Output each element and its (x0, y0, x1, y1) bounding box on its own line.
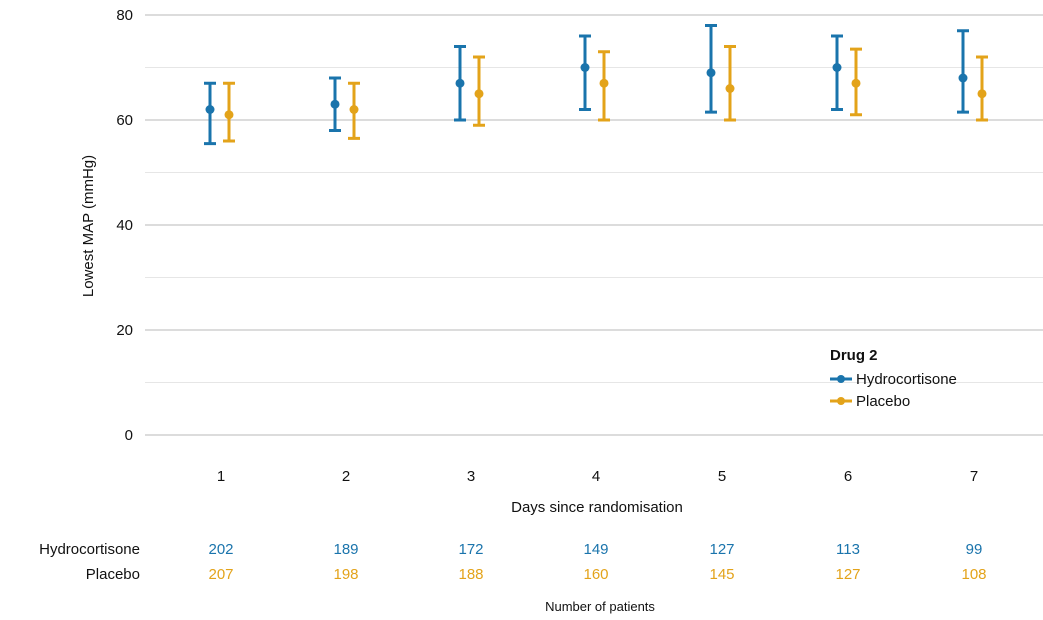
legend-label-hydrocortisone: Hydrocortisone (856, 371, 957, 388)
legend: Drug 2 Hydrocortisone Placebo (830, 347, 957, 410)
x-tick-label: 1 (217, 468, 225, 485)
data-point (851, 78, 861, 88)
risk-value-hydrocortisone: 113 (836, 541, 860, 558)
y-tick-label: 40 (116, 217, 133, 234)
risk-value-placebo: 108 (961, 566, 986, 583)
risk-value-hydrocortisone: 202 (208, 541, 233, 558)
legend-label-placebo: Placebo (856, 393, 910, 410)
series-placebo (223, 45, 988, 143)
data-point (832, 63, 842, 72)
legend-marker-placebo (837, 397, 845, 405)
x-tick-label: 7 (970, 468, 978, 485)
risk-value-placebo: 127 (835, 566, 860, 583)
grid (145, 14, 1043, 436)
risk-row-label-placebo: Placebo (86, 566, 140, 583)
data-point (580, 63, 590, 72)
risk-value-placebo: 160 (583, 566, 608, 583)
risk-values: 202 189 172 149 127 113 99 207 198 188 160 145 127 10… (208, 541, 986, 583)
x-axis-title: Days since randomisation (511, 499, 683, 516)
series-hydrocortisone (204, 24, 969, 146)
x-tick-labels: 1 2 3 4 5 6 7 (217, 468, 978, 485)
risk-table: Hydrocortisone Placebo 202 189 172 149 127 11… (39, 541, 986, 614)
risk-value-hydrocortisone: 172 (458, 541, 483, 558)
data-point (977, 89, 987, 99)
y-tick-labels: 0 20 40 60 80 (116, 7, 133, 444)
data-point (958, 73, 968, 83)
risk-value-hydrocortisone: 189 (333, 541, 358, 558)
data-point (706, 68, 716, 78)
x-tick-label: 6 (844, 468, 852, 485)
data-point (599, 78, 609, 88)
series-layer (204, 24, 988, 146)
data-point (725, 84, 735, 93)
risk-value-hydrocortisone: 127 (709, 541, 734, 558)
risk-value-hydrocortisone: 99 (966, 541, 983, 558)
risk-row-label-hydrocortisone: Hydrocortisone (39, 541, 140, 558)
legend-title: Drug 2 (830, 347, 878, 364)
data-point (330, 99, 340, 109)
y-tick-label: 0 (125, 427, 133, 444)
risk-value-hydrocortisone: 149 (583, 541, 608, 558)
risk-value-placebo: 207 (208, 566, 233, 583)
y-tick-label: 20 (116, 322, 133, 339)
data-point (224, 110, 234, 120)
data-point (349, 105, 359, 114)
x-tick-label: 5 (718, 468, 726, 485)
risk-caption: Number of patients (545, 599, 655, 614)
x-tick-label: 2 (342, 468, 350, 485)
risk-value-placebo: 188 (458, 566, 483, 583)
risk-value-placebo: 198 (333, 566, 358, 583)
data-point (474, 89, 484, 99)
data-point (205, 105, 215, 114)
y-tick-label: 60 (116, 112, 133, 129)
legend-marker-hydrocortisone (837, 375, 845, 383)
x-tick-label: 4 (592, 468, 600, 485)
data-point (455, 78, 465, 88)
risk-value-placebo: 145 (709, 566, 734, 583)
y-axis-title: Lowest MAP (mmHg) (80, 155, 97, 297)
x-tick-label: 3 (467, 468, 475, 485)
y-tick-label: 80 (116, 7, 133, 24)
